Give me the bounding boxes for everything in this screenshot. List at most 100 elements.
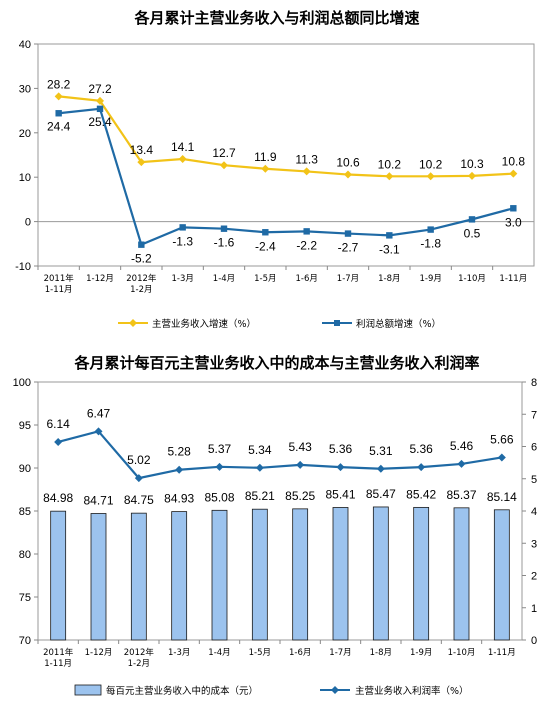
bar-data-label: 85.37 xyxy=(446,488,476,502)
data-label: -1.6 xyxy=(214,236,235,250)
series-point xyxy=(138,241,145,248)
line-data-label: 5.31 xyxy=(369,444,393,458)
y-tick-label: 85 xyxy=(19,506,31,518)
data-label: 25.4 xyxy=(88,115,112,129)
y-tick-label: 100 xyxy=(13,377,31,389)
line-data-label: 6.47 xyxy=(87,406,111,420)
y-tick-label: 70 xyxy=(19,635,31,647)
line-data-label: 5.66 xyxy=(490,432,514,446)
series-point xyxy=(426,172,435,181)
bar-data-label: 84.98 xyxy=(43,491,73,505)
margin-point xyxy=(417,463,426,472)
line-data-label: 5.37 xyxy=(208,442,232,456)
y2-tick-label: 7 xyxy=(531,409,537,421)
margin-point xyxy=(134,474,143,483)
bar xyxy=(130,512,147,641)
line-data-label: 5.02 xyxy=(127,453,151,467)
bar-data-label: 84.75 xyxy=(124,493,154,507)
chart-cost-margin: 各月累计每百元主营业务收入中的成本与主营业务收入利润率 707580859095… xyxy=(13,354,537,697)
series-point xyxy=(220,161,228,170)
data-label: 11.9 xyxy=(254,150,277,164)
bar xyxy=(453,507,470,641)
y-tick-label: 30 xyxy=(19,83,31,95)
line-data-label: 6.14 xyxy=(46,417,70,431)
x-tick-label: 1-6月 xyxy=(289,648,311,658)
legend-swatch-bar xyxy=(74,684,102,696)
y2-tick-label: 4 xyxy=(531,506,537,518)
bar-data-label: 85.21 xyxy=(245,489,275,503)
chart2-y-axes: 70 75 80 85 90 95 100 0 1 2 3 4 5 6 7 8 xyxy=(13,377,537,647)
y-tick-label: 10 xyxy=(19,172,31,184)
line-data-label: 5.36 xyxy=(329,442,353,456)
bar-data-label: 84.93 xyxy=(164,492,194,506)
bar xyxy=(171,511,188,641)
x-tick-label: 1-5月 xyxy=(254,274,276,284)
bar xyxy=(332,507,349,641)
y2-tick-label: 6 xyxy=(531,442,537,454)
data-label: -5.2 xyxy=(131,252,152,266)
bar-data-label: 85.47 xyxy=(366,487,396,501)
x-tick-label-line2: 1-2月 xyxy=(128,659,150,669)
x-tick-label-line2: 1-11月 xyxy=(45,285,73,295)
x-tick-label: 1-8月 xyxy=(370,648,392,658)
y-tick-label: 80 xyxy=(19,549,31,561)
series-point xyxy=(344,170,352,179)
y2-tick-label: 3 xyxy=(531,538,537,550)
margin-point xyxy=(54,437,63,446)
series-point xyxy=(344,230,352,237)
y2-tick-label: 0 xyxy=(531,635,537,647)
chart1-legend: 主营业务收入增速（%） 利润总额增速（%） xyxy=(118,318,441,330)
margin-point xyxy=(336,463,345,472)
x-tick-label: 1-5月 xyxy=(249,648,271,658)
chart2-line-series: 6.14 6.47 5.02 5.28 5.37 5.34 5.43 5.36 5.31 5.36… xyxy=(46,406,514,483)
bar-data-label: 85.08 xyxy=(204,490,234,504)
line-data-label: 5.34 xyxy=(248,443,272,457)
series-point xyxy=(510,205,517,212)
x-tick-label: 1-9月 xyxy=(410,648,432,658)
series-point xyxy=(96,96,104,105)
series-point xyxy=(385,172,394,181)
series-line-1 xyxy=(58,107,514,247)
bar xyxy=(251,508,268,641)
legend-label-line: 主营业务收入利润率（%） xyxy=(355,685,469,697)
chart1-series: 28.2 27.2 13.4 14.1 12.7 11.9 11.3 10.6 10.2 10.2… xyxy=(47,77,525,265)
x-tick-label: 1-4月 xyxy=(213,274,235,284)
series-point xyxy=(468,171,476,180)
x-tick-label: 2011年 xyxy=(43,647,74,658)
bar xyxy=(292,508,309,641)
bar xyxy=(90,513,107,641)
data-label: 10.3 xyxy=(460,157,484,171)
y-tick-label: 20 xyxy=(19,128,31,140)
series-point xyxy=(427,226,434,233)
margin-point xyxy=(296,460,305,469)
margin-line xyxy=(57,430,503,480)
margin-point xyxy=(376,464,385,473)
bar xyxy=(493,509,510,641)
series-point xyxy=(178,154,187,163)
series-point xyxy=(96,105,104,113)
data-label: 27.2 xyxy=(88,82,112,96)
series-point xyxy=(55,110,62,117)
legend-label-1: 利润总额增速（%） xyxy=(356,318,441,330)
x-tick-label: 2012年 xyxy=(126,273,157,284)
series-line-0 xyxy=(58,95,514,178)
bar xyxy=(50,510,67,641)
series-point xyxy=(468,216,476,223)
x-tick-label: 1-12月 xyxy=(86,274,114,284)
chart2-plot-frame xyxy=(37,381,523,641)
x-tick-label: 1-7月 xyxy=(337,274,359,284)
data-label: -2.4 xyxy=(255,239,276,253)
data-label: -2.7 xyxy=(338,241,359,255)
x-tick-label: 1-10月 xyxy=(458,274,486,284)
y-tick-label: 75 xyxy=(19,592,31,604)
x-tick-label-line2: 1-11月 xyxy=(44,659,72,669)
data-label: 14.1 xyxy=(171,140,195,154)
x-tick-label: 1-3月 xyxy=(171,274,193,284)
bar-data-label: 85.41 xyxy=(325,487,355,501)
data-label: 13.4 xyxy=(130,143,154,157)
bar-data-label: 85.25 xyxy=(285,489,315,503)
data-label: -1.8 xyxy=(420,237,441,251)
bar-data-label: 84.71 xyxy=(83,493,113,507)
data-label: 0.5 xyxy=(464,226,481,240)
